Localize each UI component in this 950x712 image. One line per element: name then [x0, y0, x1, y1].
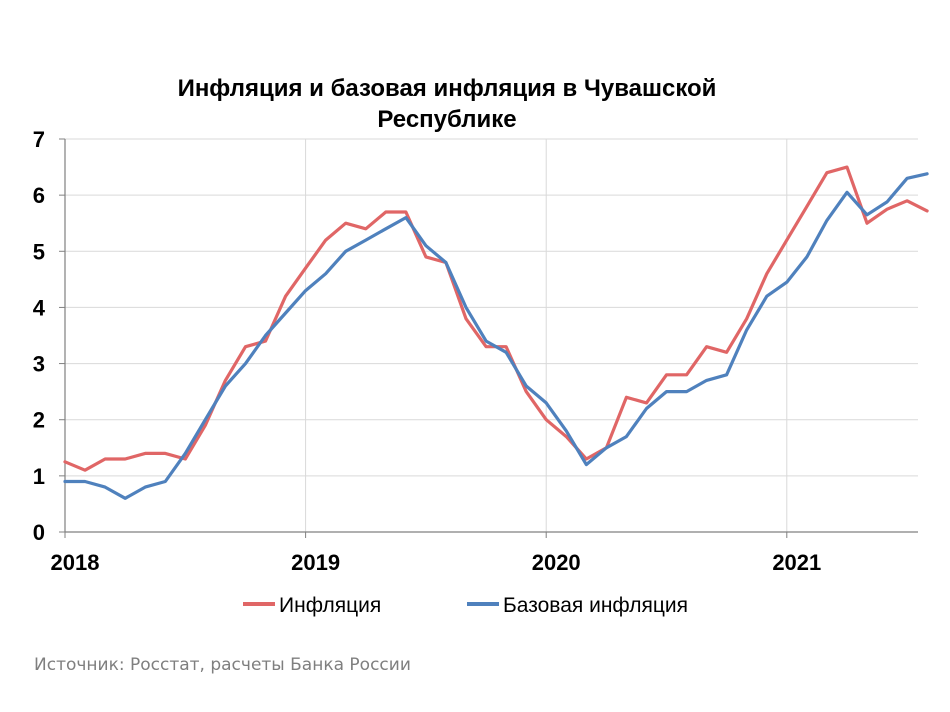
y-tick-label: 3 [33, 352, 45, 377]
x-tick-label: 2020 [532, 550, 581, 575]
y-tick-label: 0 [33, 520, 45, 545]
gridlines [65, 138, 918, 532]
chart-title-line1: Инфляция и базовая инфляция в Чувашской [178, 75, 717, 102]
series-line-core-inflation [63, 172, 929, 500]
x-tick-label: 2018 [51, 550, 100, 575]
series-lines [63, 165, 929, 500]
y-tick-label: 7 [33, 127, 45, 152]
series-line-inflation [63, 165, 929, 472]
x-tick-label: 2019 [291, 550, 340, 575]
legend-label-core-inflation: Базовая инфляция [503, 594, 688, 617]
y-tick-label: 6 [33, 183, 45, 208]
legend-label-inflation: Инфляция [279, 594, 381, 617]
y-tick-label: 2 [33, 408, 45, 433]
axes [59, 138, 918, 538]
y-tick-label: 1 [33, 464, 45, 489]
chart-title-line2: Республике [377, 106, 516, 133]
x-tick-label: 2021 [772, 550, 821, 575]
source-note: Источник: Росстат, расчеты Банка России [34, 655, 411, 675]
y-tick-label: 5 [33, 239, 45, 264]
y-tick-labels: 0 1 2 3 4 5 6 7 [33, 127, 46, 545]
y-tick-label: 4 [33, 295, 46, 320]
legend: Инфляция Базовая инфляция [243, 594, 688, 617]
x-tick-labels: 2018 2019 2020 2021 [51, 550, 822, 575]
